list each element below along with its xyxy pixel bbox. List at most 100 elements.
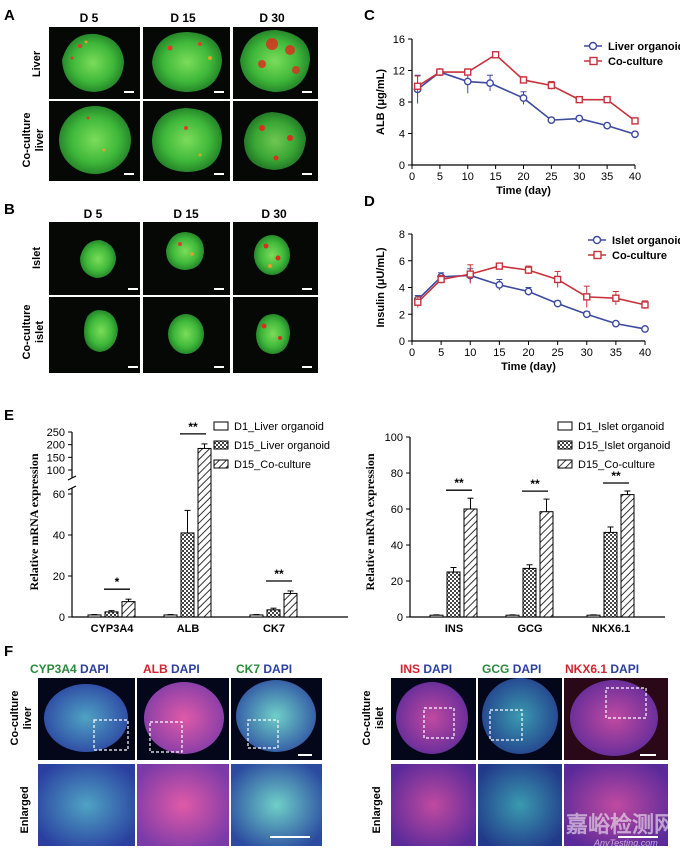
significance-label: ** — [454, 476, 464, 490]
bar — [429, 614, 444, 618]
bar — [163, 614, 178, 618]
y-tick-label: 0 — [59, 612, 65, 624]
x-tick-label: ALB — [177, 623, 200, 635]
if-cyp3a4-enlarged — [38, 764, 135, 846]
bar — [104, 611, 119, 618]
y-tick-label: 0 — [397, 612, 403, 624]
data-point — [641, 301, 649, 309]
chart-d-insulin: 0 5 10 15 20 25 30 35 40 0 2 4 6 8 Time (day) Insulin (… — [375, 229, 680, 373]
if-alb-enlarged — [137, 764, 229, 846]
chart-c-alb: 0 5 10 15 20 25 30 35 40 0 4 8 12 16 Time (day) ALB (μg… — [375, 34, 680, 197]
data-point — [413, 82, 422, 90]
panel-a-col-d30: D 30 — [259, 11, 285, 25]
x-tick-label: 20 — [517, 171, 529, 183]
x-axis-title: Time (day) — [501, 361, 556, 373]
data-point — [466, 270, 474, 278]
f-right-row-2: Enlarged — [371, 786, 383, 833]
data-point — [524, 266, 533, 274]
f-right-title-2: GCG DAPI — [482, 662, 541, 676]
x-tick-label: 35 — [610, 347, 622, 359]
bar — [249, 614, 264, 618]
x-tick-label: NKX6.1 — [592, 623, 631, 635]
bar — [539, 511, 554, 618]
panel-label-f: F — [4, 643, 13, 660]
data-point — [414, 298, 422, 306]
panel-b-col-d5: D 5 — [84, 207, 103, 221]
panel-label-c: C — [364, 7, 375, 24]
y-tick-label: 40 — [53, 530, 65, 542]
y-tick-label: 2 — [399, 309, 405, 321]
data-point — [436, 68, 444, 76]
x-tick-label: INS — [445, 623, 463, 635]
legend-label: Co-culture — [612, 250, 667, 262]
y-tick-label: 8 — [399, 97, 405, 109]
data-point — [495, 262, 504, 270]
panel-label-a: A — [4, 7, 15, 24]
x-tick-label: CYP3A4 — [91, 623, 135, 635]
x-tick-label: 20 — [522, 347, 534, 359]
x-tick-label: 25 — [552, 347, 564, 359]
data-point — [495, 280, 504, 289]
significance-label: ** — [530, 477, 540, 491]
organoid-shape — [80, 240, 116, 278]
y-tick-label: 100 — [47, 465, 65, 477]
bar — [620, 494, 635, 618]
x-tick-label: 5 — [437, 171, 443, 183]
legend-marker — [593, 250, 602, 260]
x-tick-label: 0 — [409, 171, 415, 183]
legend-label: Co-culture — [608, 56, 663, 68]
y-tick-label: 200 — [47, 440, 65, 452]
data-point — [553, 299, 562, 308]
series-line-1 — [417, 274, 646, 330]
legend-label: Liver organoid — [608, 41, 680, 53]
legend-label: D15_Co-culture — [234, 459, 311, 471]
y-tick-label: 60 — [53, 489, 65, 501]
axis-break — [67, 475, 77, 481]
x-tick-label: 10 — [462, 171, 474, 183]
legend-swatch — [213, 440, 229, 450]
y-tick-label: 4 — [399, 283, 405, 295]
organoid-shape — [168, 314, 204, 354]
panel-b-images: D 5 D 15 D 30 Islet Co-cultureislet — [21, 207, 318, 373]
y-tick-label: 100 — [385, 432, 403, 444]
x-tick-label: 15 — [493, 347, 505, 359]
f-left-title-3: CK7 DAPI — [236, 662, 292, 676]
panel-label-d: D — [364, 193, 375, 210]
data-point — [603, 121, 612, 130]
data-point — [491, 51, 500, 59]
bar — [197, 447, 212, 618]
bar — [522, 567, 537, 618]
x-tick-label: 25 — [545, 171, 557, 183]
significance-label: ** — [611, 469, 621, 483]
panel-a-row-coculture: Co-cultureliver — [21, 113, 46, 168]
data-point — [582, 310, 591, 319]
data-point — [486, 79, 494, 88]
legend-swatch — [557, 459, 573, 469]
y-tick-label: 8 — [399, 229, 405, 241]
organoid-shape — [152, 108, 222, 172]
bar — [463, 508, 478, 618]
organoid-shape — [240, 30, 310, 92]
if-gcg-enlarged — [478, 764, 562, 846]
watermark-cn: 嘉峪检测网 — [566, 812, 676, 838]
bar — [266, 609, 281, 618]
bar — [283, 592, 298, 618]
panel-b-row-islet: Islet — [31, 247, 43, 269]
data-point — [463, 77, 472, 86]
organoid-shape — [152, 32, 222, 92]
legend-marker — [592, 235, 602, 245]
significance-label: ** — [188, 420, 198, 434]
f-right-title-3: NKX6.1 DAPI — [565, 662, 639, 676]
legend-swatch — [213, 459, 229, 469]
panel-b-row-coculture: Co-cultureislet — [21, 305, 46, 360]
x-tick-label: 10 — [464, 347, 476, 359]
data-point — [464, 68, 472, 76]
x-tick-label: 40 — [639, 347, 651, 359]
if-ins-enlarged — [391, 764, 476, 846]
data-point — [603, 95, 611, 104]
y-tick-label: 20 — [391, 576, 403, 588]
legend-label: D15_Co-culture — [578, 459, 655, 471]
data-point — [524, 287, 533, 296]
data-point — [641, 325, 649, 333]
